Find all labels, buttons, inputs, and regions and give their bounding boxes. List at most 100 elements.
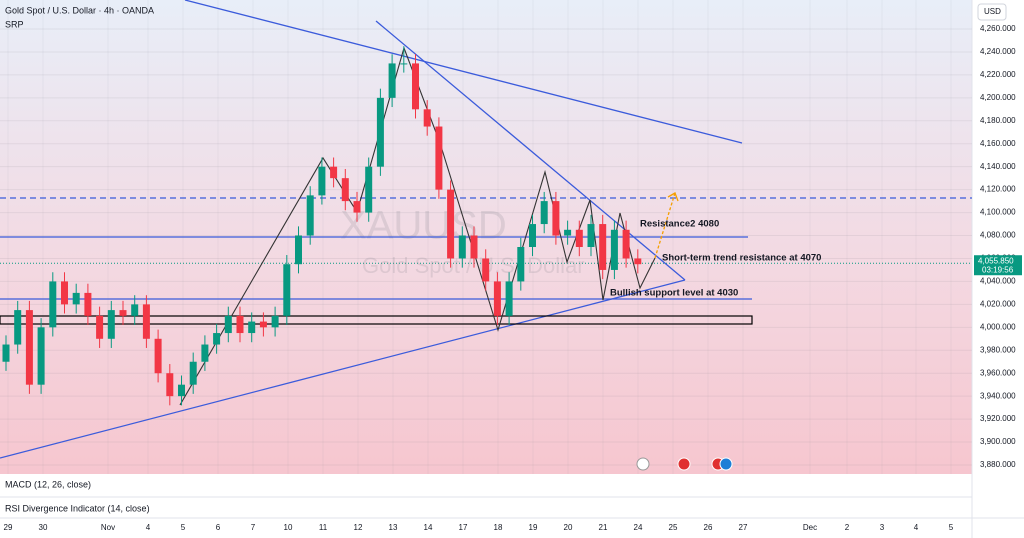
candle-body (283, 264, 291, 316)
price-tick-label: 4,180.000 (980, 116, 1016, 125)
candle-body (341, 178, 349, 202)
grid (0, 0, 972, 474)
price-tick-label: 3,940.000 (980, 391, 1016, 400)
price-tick-label: 4,080.000 (980, 231, 1016, 240)
date-label: 18 (494, 523, 503, 532)
rsi-label: RSI Divergence Indicator (14, close) (5, 503, 150, 513)
candle-body (224, 315, 232, 334)
candles (2, 46, 642, 406)
price-tick-label: 3,980.000 (980, 345, 1016, 354)
event-icon[interactable] (719, 457, 733, 471)
price-tick-label: 4,120.000 (980, 185, 1016, 194)
candle-body (447, 189, 455, 259)
panel-background (0, 474, 972, 538)
candle-body (564, 229, 572, 236)
date-label: 26 (704, 523, 713, 532)
currency-button[interactable] (977, 3, 1007, 21)
trendline (0, 279, 686, 459)
date-label: 12 (354, 523, 363, 532)
candle-body (575, 229, 583, 247)
candle-body (72, 292, 80, 305)
candle-body (587, 224, 595, 247)
price-tick-label: 4,000.000 (980, 322, 1016, 331)
macd-label: MACD (12, 26, close) (5, 479, 91, 489)
date-label: 21 (599, 523, 608, 532)
price-tick-label: 3,920.000 (980, 414, 1016, 423)
candle-body (365, 166, 373, 213)
candle-body (505, 281, 513, 316)
watermark-symbol: XAUUSD (340, 204, 507, 248)
countdown: 03:19:56 (982, 265, 1014, 274)
price-tick-label: 4,040.000 (980, 277, 1016, 286)
candle-body (423, 109, 431, 127)
candle-body (37, 327, 45, 385)
candle-body (49, 281, 57, 328)
candle-body (131, 304, 139, 316)
date-label: 6 (216, 523, 221, 532)
date-label: Nov (101, 523, 115, 532)
candle-body (107, 310, 115, 339)
currency-label: USD (984, 7, 1001, 16)
candle-body (14, 310, 22, 345)
candle-body (517, 247, 525, 282)
candle-body (142, 304, 150, 339)
annotation: Bullish support level at 4030 (610, 288, 738, 299)
candle-body (96, 315, 104, 339)
date-label: 13 (389, 523, 398, 532)
arrow-head (667, 192, 679, 202)
date-label: 4 (146, 523, 151, 532)
price-tick-label: 4,220.000 (980, 70, 1016, 79)
current-price-box (974, 255, 1022, 276)
support-zone (0, 315, 753, 325)
candle-body (318, 166, 326, 196)
projection-arrow (654, 192, 676, 259)
event-icon[interactable] (677, 457, 691, 471)
candle-body (295, 235, 302, 265)
date-label: 29 (4, 523, 13, 532)
candle-body (540, 201, 548, 225)
candle-body (271, 315, 279, 328)
candle-body (610, 229, 618, 270)
candle-body (119, 310, 127, 316)
event-icon[interactable] (636, 457, 650, 471)
price-tick-label: 4,200.000 (980, 93, 1016, 102)
price-tick-label: 4,140.000 (980, 162, 1016, 171)
candle-body (189, 361, 197, 385)
date-label: 5 (949, 523, 954, 532)
date-label: 3 (880, 523, 885, 532)
candle-body (376, 97, 384, 167)
price-tick-label: 3,900.000 (980, 437, 1016, 446)
candle-body (25, 310, 33, 385)
candle-body (458, 235, 466, 259)
candle-body (400, 63, 408, 65)
annotation: Resistance2 4080 (640, 219, 719, 230)
candle-body (178, 384, 185, 397)
price-tick-label: 4,020.000 (980, 299, 1016, 308)
date-label: 27 (739, 523, 748, 532)
candle-body (529, 224, 536, 247)
date-label: 7 (251, 523, 256, 532)
price-tick-label: 4,260.000 (980, 24, 1016, 33)
date-label: 25 (669, 523, 678, 532)
candle-body (435, 126, 443, 190)
candle-body (330, 166, 338, 179)
date-label: 20 (564, 523, 573, 532)
candle-body (599, 224, 607, 270)
candle-body (259, 321, 267, 328)
candle-body (213, 333, 221, 345)
trendline (184, 0, 743, 144)
candle-body (493, 281, 501, 316)
date-label: 4 (914, 523, 919, 532)
date-label: 5 (181, 523, 186, 532)
candle-body (353, 201, 361, 213)
candle-body (248, 321, 256, 334)
date-label: 11 (319, 523, 328, 532)
price-tick-label: 4,240.000 (980, 47, 1016, 56)
candle-body (482, 258, 490, 282)
symbol-title: Gold Spot / U.S. Dollar · 4h · OANDA (5, 5, 154, 15)
candle-body (201, 344, 209, 362)
price-tick-label: 4,100.000 (980, 208, 1016, 217)
candle-body (634, 258, 642, 265)
candle-body (552, 201, 560, 236)
